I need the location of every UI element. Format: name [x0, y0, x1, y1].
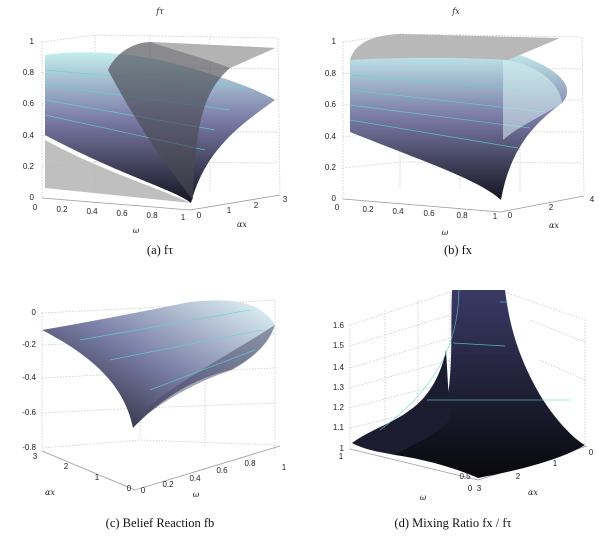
- surface-d: [395, 290, 585, 478]
- z-tick: 1: [332, 37, 337, 46]
- x-tick: 0.4: [392, 207, 404, 216]
- x-ticks-d: 1 0.5 0: [339, 452, 473, 493]
- z-tick: 1.1: [333, 423, 345, 432]
- z-tick: 0: [32, 308, 37, 317]
- y-ticks-c: 3 2 1 0: [33, 452, 132, 493]
- z-tick: 0.4: [325, 132, 337, 141]
- y-tick: 1: [553, 459, 558, 468]
- z-tick: -0.2: [22, 340, 36, 349]
- y-ticks-d: 3 2 1 0: [477, 448, 594, 493]
- x-tick: 0.8: [244, 459, 256, 468]
- x-ticks-c: 0 0.2 0.4 0.6 0.8 1: [141, 459, 287, 495]
- surface-c: [42, 300, 275, 428]
- x-tick: 0: [141, 486, 146, 495]
- z-tick: 0.6: [325, 100, 337, 109]
- caption-d: (d) Mixing Ratio fx / fτ: [394, 516, 511, 530]
- x-ticks-b: 0 0.2 0.4 0.6 0.8 1: [335, 203, 498, 221]
- caption-a: (a) fτ: [147, 243, 173, 257]
- y-axis-label: αx: [237, 220, 247, 229]
- y-tick: 0: [589, 448, 594, 457]
- panel-b: 0 0.2 0.4 0.6 0.8 1 0 0.2 0.4 0.6 0.8 1 …: [325, 7, 595, 257]
- y-tick: 1: [95, 473, 100, 482]
- z-ticks-d: 1.6 1.5 1.4 1.3 1.2 1.1 1: [333, 321, 345, 453]
- y-tick: 2: [254, 201, 259, 210]
- x-tick: 0.8: [456, 211, 468, 220]
- x-tick: 0.2: [162, 480, 174, 489]
- x-axis-label: ω: [420, 493, 427, 502]
- z-ticks-b: 0 0.2 0.4 0.6 0.8 1: [325, 37, 337, 203]
- y-ticks-b: 0 2 4: [508, 195, 595, 220]
- surface-plane-lower-a: [45, 140, 191, 203]
- z-tick: 0.2: [325, 163, 337, 172]
- y-tick: 3: [477, 484, 482, 493]
- panel-d: 1.6 1.5 1.4 1.3 1.2 1.1 1 1 0.5 0 3 2 1 …: [333, 289, 594, 530]
- x-ticks-a: 0 0.2 0.4 0.6 0.8 1: [33, 203, 186, 222]
- z-ticks-c: 0 -0.2 -0.4 -0.6 -0.8: [22, 308, 36, 452]
- y-tick: 3: [283, 195, 288, 204]
- x-axis-label: ω: [442, 228, 449, 237]
- z-tick: 1: [340, 444, 345, 453]
- z-axis-label: fx: [451, 7, 460, 16]
- surface-plane-upper-a: [108, 42, 275, 200]
- x-tick: 1: [282, 463, 287, 472]
- y-tick: 2: [64, 462, 69, 471]
- y-axis-label: αx: [528, 488, 538, 497]
- y-tick: 0: [127, 484, 132, 493]
- z-tick: -0.4: [22, 373, 36, 382]
- x-tick: 0.6: [216, 466, 228, 475]
- x-tick: 0: [468, 484, 473, 493]
- x-tick: 1: [339, 452, 344, 461]
- x-tick: 0.2: [362, 205, 374, 214]
- x-tick: 0.4: [86, 207, 98, 216]
- z-tick: -0.6: [22, 408, 36, 417]
- y-tick: 3: [33, 452, 38, 461]
- z-tick: 0.8: [23, 68, 35, 77]
- y-tick: 2: [516, 472, 521, 481]
- z-tick: 1.2: [333, 403, 345, 412]
- y-axis-label: αx: [549, 221, 559, 230]
- surface-plane-b: [350, 34, 560, 60]
- z-tick: 1: [30, 37, 35, 46]
- caption-c: (c) Belief Reaction fb: [106, 516, 215, 530]
- z-tick: 1.5: [333, 341, 345, 350]
- x-axis-label: ω: [193, 490, 200, 499]
- y-tick: 4: [590, 195, 595, 204]
- y-ticks-a: 0 1 2 3: [197, 195, 288, 220]
- x-tick: 0: [33, 203, 38, 212]
- panel-c: 0 -0.2 -0.4 -0.6 -0.8 3 2 1 0 0 0.2 0.4 …: [22, 299, 287, 530]
- x-tick: 0.6: [116, 209, 128, 218]
- z-tick: 1.4: [333, 363, 345, 372]
- z-tick: 0.6: [23, 99, 35, 108]
- y-tick: 2: [549, 203, 554, 212]
- panel-a: 0 0.2 0.4 0.6 0.8 1 0 0.2 0.4 0.6 0.8 1 …: [23, 7, 288, 257]
- x-tick: 1: [493, 212, 498, 221]
- z-tick: 1.3: [333, 383, 345, 392]
- x-tick: 1: [181, 213, 186, 222]
- y-tick: 0: [197, 211, 202, 220]
- x-tick: 0.2: [56, 205, 68, 214]
- x-axis-label: ω: [133, 226, 140, 235]
- z-tick: -0.8: [22, 443, 36, 452]
- z-tick: 0: [332, 194, 337, 203]
- y-tick: 0: [508, 211, 513, 220]
- x-tick: 0.6: [423, 209, 435, 218]
- x-tick: 0.5: [459, 472, 471, 481]
- caption-b: (b) fx: [444, 243, 473, 257]
- y-axis-label: αx: [45, 488, 55, 497]
- z-ticks-a: 0 0.2 0.4 0.6 0.8 1: [23, 37, 35, 202]
- x-tick: 0.8: [146, 211, 158, 220]
- z-tick: 0: [30, 193, 35, 202]
- z-tick: 0.8: [325, 69, 337, 78]
- z-tick: 0.2: [23, 162, 35, 171]
- y-tick: 1: [227, 206, 232, 215]
- x-tick: 0: [335, 203, 340, 212]
- z-tick: 1.6: [333, 321, 345, 330]
- z-tick: 0.4: [23, 131, 35, 140]
- z-axis-label: fτ: [155, 7, 164, 16]
- x-tick: 0.4: [189, 474, 201, 483]
